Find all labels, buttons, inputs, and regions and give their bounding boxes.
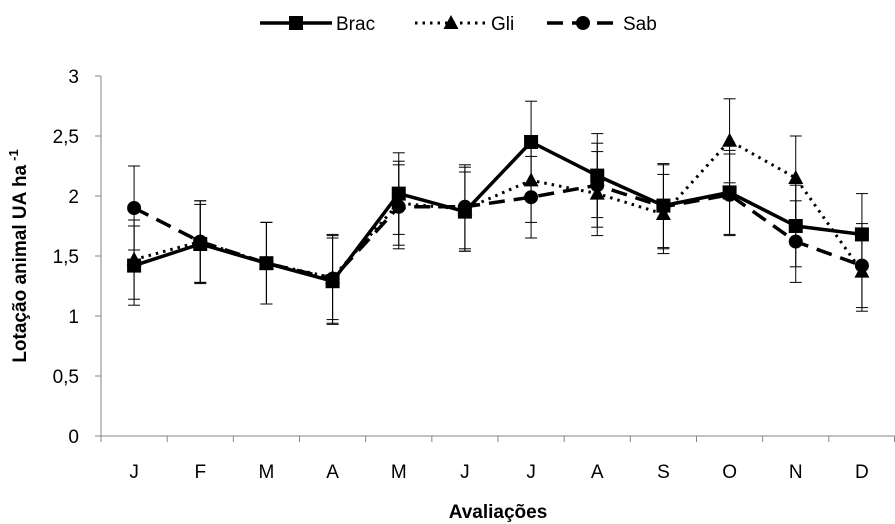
legend-marker-gli [443, 15, 459, 29]
series-line-gli [133, 139, 864, 280]
data-point-sab [722, 187, 737, 202]
legend-label-brac: Brac [336, 14, 375, 35]
y-tick-label: 0,5 [53, 367, 79, 388]
data-point-sab [590, 178, 605, 193]
data-point-sab [854, 258, 869, 273]
legend-item-sab: Sab [547, 14, 657, 35]
data-point-sab [788, 234, 803, 249]
y-tick-label: 2,5 [53, 127, 79, 148]
x-tick-label: M [391, 462, 407, 483]
series-line-sab [133, 183, 863, 281]
legend-item-brac: Brac [260, 14, 375, 35]
y-tick-label: 0 [68, 427, 79, 448]
data-point-sab [524, 190, 539, 205]
x-tick-label: M [259, 462, 275, 483]
x-tick-label: J [460, 462, 470, 483]
legend-marker-sab [576, 16, 590, 30]
y-axis: 0 0,5 1 1,5 2 2,5 3 [53, 67, 102, 448]
legend-label-gli: Gli [491, 14, 514, 35]
y-axis-title-group: Lotação animal UA ha -1 [6, 149, 31, 362]
series-layer [126, 98, 870, 325]
x-tick-label: D [855, 462, 869, 483]
x-tick-label: J [129, 462, 139, 483]
y-tick-label: 1,5 [53, 247, 79, 268]
x-tick-label: A [326, 462, 339, 483]
y-tick-label: 3 [68, 67, 79, 88]
data-point-sab [457, 199, 472, 214]
data-point-sab [259, 256, 274, 271]
y-axis-title: Lotação animal UA ha -1 [6, 149, 31, 362]
data-point-sab [193, 234, 208, 249]
data-point-sab [656, 199, 671, 214]
data-point-sab [127, 201, 142, 215]
x-tick-label: J [526, 462, 536, 483]
x-tick-label: N [789, 462, 803, 483]
data-point-sab [325, 271, 340, 286]
x-axis-title: Avaliações [449, 502, 548, 523]
x-tick-label: O [722, 462, 737, 483]
legend-marker-brac [289, 16, 303, 30]
data-point-gli [722, 132, 738, 147]
series-gli [126, 98, 870, 321]
series-sab [127, 142, 869, 324]
y-axis-title-superscript: -1 [6, 149, 21, 161]
x-tick-label: F [194, 462, 206, 483]
x-tick-label: S [657, 462, 670, 483]
data-point-gli [788, 170, 804, 184]
y-axis-title-text: Lotação animal UA ha [10, 164, 31, 362]
data-point-sab [391, 199, 406, 214]
legend: Brac Gli Sab [260, 14, 657, 35]
legend-label-sab: Sab [623, 14, 657, 35]
y-tick-label: 2 [68, 187, 79, 208]
x-tick-label: A [591, 462, 604, 483]
data-point-gli [126, 251, 142, 266]
legend-item-gli: Gli [415, 14, 514, 35]
y-tick-label: 1 [68, 307, 79, 328]
